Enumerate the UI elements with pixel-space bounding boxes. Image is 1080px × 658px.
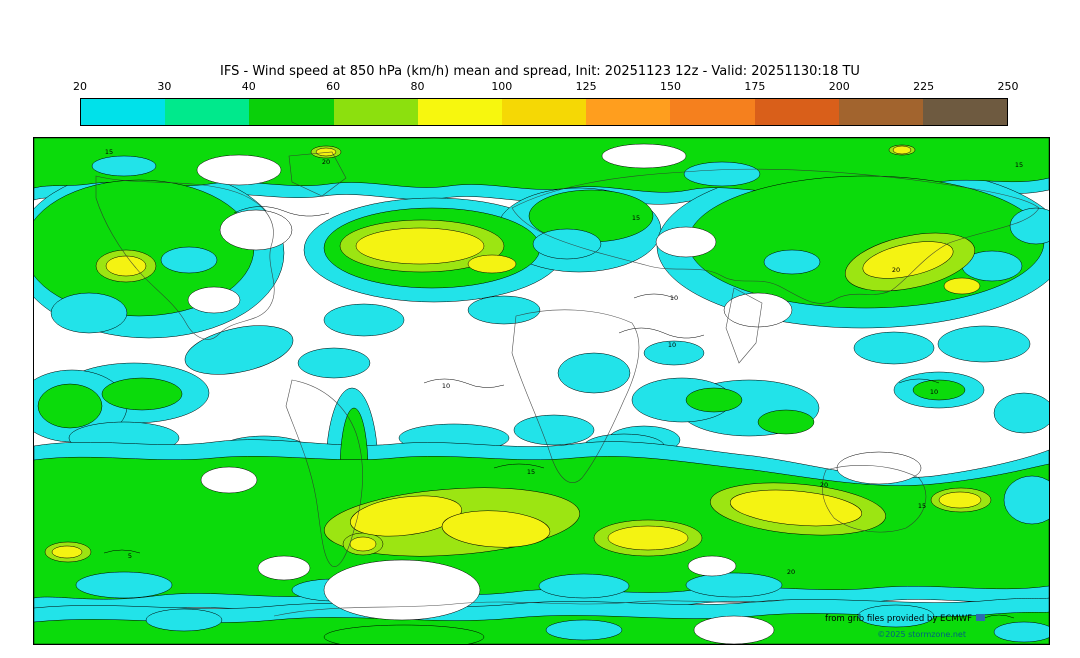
- colorbar-segment: [249, 99, 334, 125]
- colorbar-segment: [417, 99, 502, 125]
- contour-label: 15: [105, 148, 113, 156]
- credit-copyright-text: ©2025 stormzone.net: [877, 630, 966, 639]
- contour-label: 20: [322, 158, 330, 166]
- colorbar-tick-label: 30: [157, 80, 172, 93]
- contour-line-layer: [103, 206, 1015, 619]
- coastline-layer: [95, 151, 1040, 617]
- colorbar-segment: [586, 99, 671, 125]
- colorbar-segment: [838, 99, 923, 125]
- contour-label: 15: [918, 502, 926, 510]
- contour-label: 20: [787, 568, 795, 576]
- colorbar-tick-label: 200: [828, 80, 850, 93]
- credit-source-text: from grib files provided by ECMWF: [825, 614, 972, 624]
- colorbar-tick-label: 175: [744, 80, 766, 93]
- colorbar-tick-label: 125: [575, 80, 597, 93]
- chart-title: IFS - Wind speed at 850 hPa (km/h) mean …: [220, 64, 860, 79]
- contour-label: 15: [632, 214, 640, 222]
- colorbar-tick-label: 60: [326, 80, 341, 93]
- colorbar-segment: [501, 99, 587, 125]
- colorbar-segment: [81, 99, 166, 125]
- contour-label: 5: [128, 552, 132, 560]
- cyan-inner-pools: [50, 155, 1049, 643]
- colorbar-segments: [80, 98, 1008, 126]
- colorbar-tick-label: 80: [410, 80, 425, 93]
- contour-label: 10: [668, 341, 676, 349]
- colorbar-tick-label: 20: [73, 80, 87, 93]
- contour-label: 10: [442, 382, 450, 390]
- colorbar-segment: [754, 99, 839, 125]
- wind-speed-map-svg: 15 20 15 20 15 10 10 10 15 20 15 20 5 10…: [34, 138, 1049, 644]
- ecmwf-logo: [976, 614, 985, 621]
- world-wind-map: 15 20 15 20 15 10 10 10 15 20 15 20 5 10…: [33, 137, 1050, 645]
- colorbar-segment: [165, 99, 250, 125]
- contour-label: 10: [930, 388, 938, 396]
- white-low-value-holes: [187, 143, 922, 644]
- colorbar-segment: [670, 99, 755, 125]
- contour-label: 15: [527, 468, 535, 476]
- yellow-region-layer: [51, 145, 982, 559]
- colorbar-segment: [922, 99, 1008, 125]
- contour-label: 15: [1015, 161, 1023, 169]
- colorbar-ticks: 20 30 40 60 80 100 125 150 175 200 225 250: [73, 80, 1019, 94]
- contour-label: 20: [820, 481, 828, 489]
- contour-labels: 15 20 15 20 15 10 10 10 15 20 15 20 5 10: [105, 148, 1023, 576]
- colorbar-tick-label: 225: [913, 80, 935, 93]
- colorbar-tick-label: 40: [241, 80, 256, 93]
- contour-label: 10: [670, 294, 678, 302]
- colorbar-tick-label: 250: [997, 80, 1019, 93]
- colorbar-tick-label: 150: [660, 80, 682, 93]
- contour-label: 20: [892, 266, 900, 274]
- credits: from grib files provided by ECMWF ©2025 …: [825, 614, 985, 639]
- colorbar-tick-label: 100: [491, 80, 513, 93]
- green-restore-patches: [323, 624, 485, 644]
- colorbar-segment: [333, 99, 418, 125]
